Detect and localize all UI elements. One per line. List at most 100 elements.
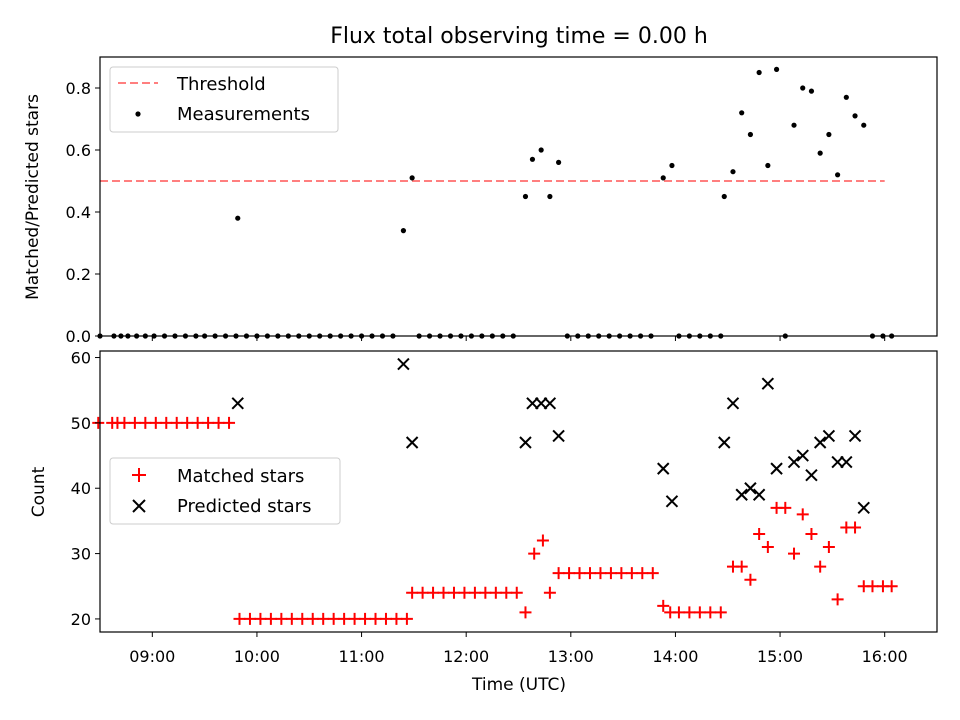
matched-star-point (128, 416, 141, 429)
measurement-point (843, 94, 849, 100)
bottom-y-ticks: 20 30 40 50 60 (71, 349, 100, 629)
matched-star-point (447, 586, 460, 599)
matched-star-point (264, 612, 277, 625)
matched-star-point (814, 560, 827, 573)
matched-star-point (468, 586, 481, 599)
bottom-panel: 20 30 40 50 60 09:00 10:00 11:00 12:00 13:00 14:0… (29, 349, 938, 695)
matched-star-point (170, 416, 183, 429)
matched-star-point (181, 416, 194, 429)
matched-star-point (625, 567, 638, 580)
matched-star-point (416, 586, 429, 599)
measurement-point (747, 131, 754, 138)
matched-star-point (672, 606, 685, 619)
matched-star-point (866, 580, 879, 593)
measurement-points (97, 66, 895, 339)
measurement-point (721, 193, 727, 200)
predicted-star-point (405, 436, 419, 449)
matched-star-point (427, 586, 440, 599)
matched-star-point (317, 612, 330, 625)
matched-star-point (805, 527, 818, 540)
matched-star-point (510, 586, 523, 599)
measurement-point (556, 159, 562, 165)
matched-star-point (543, 586, 556, 599)
measurements-legend-label: Measurements (177, 104, 310, 125)
top-legend-box (109, 66, 339, 133)
matched-star-point (275, 612, 288, 625)
matched-star-point (683, 606, 696, 619)
matched-star-point (390, 612, 403, 625)
bottom-y-tick-label: 40 (71, 479, 91, 498)
predicted-star-point (718, 436, 731, 449)
predicted-star-point (744, 482, 757, 495)
matched-star-point (657, 599, 670, 612)
matched-star-point (519, 606, 532, 619)
top-y-tick-label: 0.4 (66, 203, 91, 222)
measurement-point (773, 66, 780, 72)
measurement-point (730, 169, 736, 175)
measurement-point (538, 147, 544, 153)
measurement-point (660, 175, 666, 181)
matched-star-point (400, 612, 413, 625)
matched-star-point (191, 416, 204, 429)
bottom-axes-frame (99, 350, 938, 633)
bottom-legend-box (109, 457, 341, 525)
top-y-tick-label: 0.6 (66, 141, 91, 160)
matched-star-point (223, 416, 236, 429)
measurement-point (547, 193, 553, 200)
matched-star-point (753, 527, 766, 540)
matched-star-point (202, 416, 215, 429)
top-y-axis-label: Matched/Predicted stars (23, 94, 43, 300)
predicted-star-point (848, 429, 862, 443)
measurement-point (800, 85, 806, 91)
measurement-point (826, 131, 832, 138)
matched-star-point (212, 416, 225, 429)
matched-star-point (528, 547, 541, 560)
top-legend: Threshold Measurements (109, 66, 339, 133)
x-tick-label: 12:00 (443, 647, 489, 666)
predicted-star-point (761, 377, 775, 390)
matched-star-point (338, 612, 351, 625)
predicted-star-point (665, 495, 679, 508)
matched-star-point (437, 586, 450, 599)
predicted-star-point (735, 488, 748, 501)
predicted-star-point (397, 357, 410, 371)
matched-star-point (254, 612, 267, 625)
top-y-tick-label: 0.8 (66, 79, 91, 98)
measurements-legend-marker (135, 111, 141, 117)
measurement-point (756, 69, 762, 76)
predicted-star-point (787, 455, 801, 469)
matched-star-point (735, 560, 748, 573)
matched-star-point (822, 541, 835, 554)
matched-star-point (369, 612, 382, 625)
measurement-point (529, 156, 536, 162)
bottom-y-tick-label: 60 (71, 349, 91, 368)
predicted-star-point (519, 436, 532, 449)
matched-star-point (458, 586, 471, 599)
top-panel: 0.00.20.40.60.8 Matched/Predicted stars … (23, 56, 938, 346)
matched-star-point (563, 567, 576, 580)
predicted-star-point (657, 462, 670, 475)
matched-star-point (348, 612, 361, 625)
x-tick-label: 16:00 (862, 647, 908, 666)
predicted-star-point (796, 449, 809, 462)
matched-star-point (744, 573, 757, 586)
predicted-star-point (805, 468, 818, 482)
matched-star-point (500, 586, 513, 599)
bottom-legend: Matched stars Predicted stars (109, 457, 341, 525)
matched-star-point (779, 501, 792, 514)
predicted-star-point (822, 429, 836, 443)
matched-star-point (536, 534, 549, 547)
chart-title: Flux total observing time = 0.00 h (330, 24, 708, 49)
measurement-point (791, 122, 797, 128)
x-tick-label: 09:00 (129, 647, 175, 666)
measurement-point (739, 110, 745, 116)
matched-star-point (296, 612, 309, 625)
x-axis-label: Time (UTC) (471, 675, 566, 695)
matched-star-point (636, 567, 649, 580)
bottom-y-tick-label: 20 (71, 610, 91, 629)
matched-star-point (788, 547, 801, 560)
measurement-point (808, 88, 815, 94)
measurement-point (235, 215, 241, 221)
matched-star-point (604, 567, 617, 580)
